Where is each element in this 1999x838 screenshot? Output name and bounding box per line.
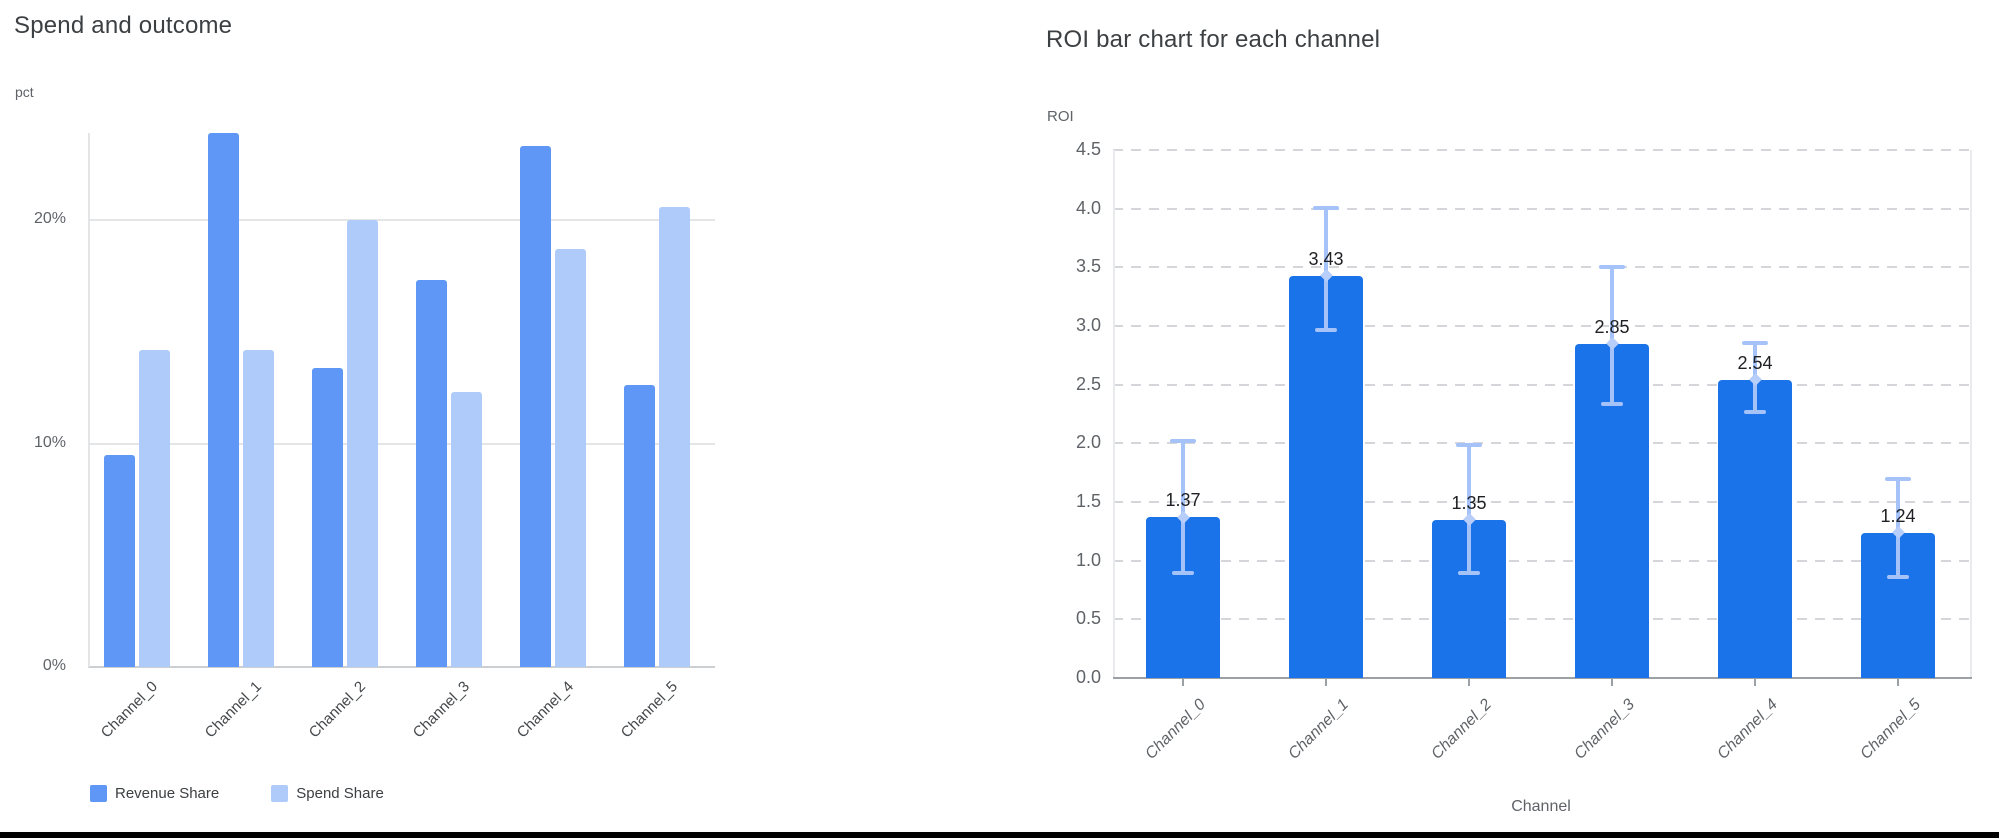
- left-y-tick-label: 0%: [42, 657, 66, 674]
- roi-x-axis-line: [1113, 677, 1972, 679]
- bar-revenue-share-channel_3[interactable]: [416, 280, 447, 667]
- roi-gridline-1.5: [1113, 501, 1970, 503]
- roi-gridline-0.5: [1113, 618, 1970, 621]
- roi-y-tick-label: 3.0: [1075, 315, 1101, 335]
- legend-swatch-revenue-share: [90, 785, 107, 802]
- left-gridline-20%: [88, 219, 715, 221]
- roi-y-tick-label: 1.0: [1075, 549, 1101, 570]
- spend-outcome-y-unit-label: pct: [15, 84, 34, 100]
- roi-gridline-3.0: [1113, 325, 1970, 327]
- roi-gridline-3.5: [1113, 266, 1970, 269]
- error-cap-top-channel_2: [1456, 443, 1482, 448]
- error-cap-bottom-channel_4: [1744, 410, 1766, 414]
- roi-y-tick-label: 1.5: [1075, 491, 1101, 511]
- roi-y-tick-label: 4.0: [1075, 197, 1101, 218]
- error-cap-bottom-channel_5: [1887, 575, 1909, 580]
- roi-gridline-4.0: [1113, 207, 1970, 210]
- roi-x-axis-title: Channel: [1511, 798, 1571, 815]
- error-whisker-channel_0: [1181, 438, 1185, 575]
- roi-gridline-1.0: [1113, 559, 1970, 562]
- bottom-border-bar: [0, 832, 1999, 838]
- roi-gridline-2.0: [1113, 442, 1970, 445]
- roi-plot-right-border: [1970, 150, 1972, 678]
- roi-x-tick-channel_1: [1325, 679, 1327, 686]
- roi-x-label-channel_1: Channel_1: [1285, 696, 1353, 763]
- error-cap-top-channel_5: [1885, 477, 1911, 482]
- roi-y-tick-label: 2.5: [1075, 373, 1101, 394]
- bar-spend-share-channel_3[interactable]: [451, 392, 482, 667]
- left-x-label-channel_0: Channel_0: [97, 678, 162, 742]
- bar-spend-share-channel_0[interactable]: [139, 349, 170, 667]
- error-whisker-channel_2: [1467, 443, 1471, 575]
- bar-revenue-share-channel_5[interactable]: [624, 385, 655, 667]
- roi-x-label-channel_4: Channel_4: [1714, 696, 1782, 763]
- left-x-label-channel_5: Channel_5: [617, 678, 682, 742]
- roi-value-label-channel_0: 1.37: [1165, 490, 1201, 511]
- error-cap-top-channel_1: [1313, 206, 1339, 211]
- error-whisker-channel_1: [1324, 206, 1328, 332]
- left-y-tick-label: 10%: [33, 433, 66, 451]
- roi-value-label-channel_1: 3.43: [1308, 248, 1344, 269]
- error-cap-bottom-channel_2: [1458, 570, 1480, 575]
- roi-value-label-channel_3: 2.85: [1594, 316, 1630, 337]
- error-cap-bottom-channel_0: [1172, 570, 1194, 575]
- roi-chart-title: ROI bar chart for each channel: [1046, 26, 1381, 53]
- roi-y-tick-label: 0.5: [1075, 608, 1101, 629]
- roi-plot-left-border: [1113, 150, 1115, 678]
- error-whisker-channel_3: [1610, 264, 1614, 406]
- roi-x-tick-channel_5: [1897, 679, 1899, 686]
- roi-value-label-channel_2: 1.35: [1451, 492, 1487, 513]
- error-cap-top-channel_0: [1170, 438, 1196, 443]
- left-gridline-0%: [88, 666, 715, 668]
- bar-spend-share-channel_2[interactable]: [347, 220, 378, 667]
- error-cap-top-channel_4: [1742, 341, 1768, 346]
- left-x-label-channel_3: Channel_3: [409, 678, 474, 742]
- legend-label-spend-share: Spend Share: [296, 785, 384, 802]
- left-x-label-channel_4: Channel_4: [513, 678, 578, 742]
- roi-x-tick-channel_2: [1468, 679, 1470, 686]
- legend-item-spend-share: Spend Share: [271, 785, 384, 802]
- error-cap-bottom-channel_3: [1601, 401, 1623, 406]
- roi-y-tick-label: 4.5: [1075, 139, 1101, 159]
- legend-label-revenue-share: Revenue Share: [115, 785, 220, 802]
- roi-y-tick-label: 3.5: [1075, 256, 1101, 277]
- roi-x-label-channel_2: Channel_2: [1428, 696, 1496, 763]
- spend-outcome-title: Spend and outcome: [14, 12, 233, 39]
- legend-swatch-spend-share: [271, 785, 289, 802]
- bar-spend-share-channel_1[interactable]: [243, 349, 274, 667]
- roi-gridline-2.5: [1113, 383, 1970, 386]
- roi-x-tick-channel_0: [1182, 679, 1184, 686]
- roi-x-tick-channel_4: [1754, 679, 1756, 686]
- bar-revenue-share-channel_0[interactable]: [104, 454, 135, 667]
- left-x-label-channel_1: Channel_1: [201, 678, 266, 742]
- bar-revenue-share-channel_4[interactable]: [520, 146, 551, 667]
- roi-x-tick-channel_3: [1611, 679, 1613, 686]
- left-gridline-10%: [88, 442, 715, 445]
- bar-spend-share-channel_4[interactable]: [555, 249, 586, 667]
- error-cap-bottom-channel_1: [1315, 327, 1337, 332]
- roi-bar-channel_4[interactable]: [1718, 379, 1792, 678]
- left-y-axis-line: [88, 133, 90, 667]
- roi-bar-channel_1[interactable]: [1289, 275, 1363, 678]
- roi-y-unit-label: ROI: [1047, 108, 1074, 125]
- roi-gridline-4.5: [1113, 149, 1970, 151]
- spend-outcome-legend: Revenue Share Spend Share: [90, 785, 384, 802]
- roi-x-label-channel_0: Channel_0: [1142, 696, 1210, 763]
- error-cap-top-channel_3: [1599, 264, 1625, 269]
- roi-x-label-channel_5: Channel_5: [1857, 696, 1925, 763]
- left-x-label-channel_2: Channel_2: [305, 678, 370, 742]
- roi-value-label-channel_5: 1.24: [1880, 505, 1916, 526]
- bar-revenue-share-channel_2[interactable]: [312, 367, 343, 667]
- legend-item-revenue-share: Revenue Share: [90, 785, 219, 802]
- bar-revenue-share-channel_1[interactable]: [208, 132, 239, 667]
- roi-y-tick-label: 2.0: [1075, 432, 1101, 453]
- left-y-tick-label: 20%: [33, 210, 66, 227]
- bar-spend-share-channel_5[interactable]: [659, 206, 690, 667]
- roi-y-tick-label: 0.0: [1075, 667, 1101, 687]
- roi-x-label-channel_3: Channel_3: [1571, 696, 1639, 763]
- roi-value-label-channel_4: 2.54: [1737, 352, 1773, 373]
